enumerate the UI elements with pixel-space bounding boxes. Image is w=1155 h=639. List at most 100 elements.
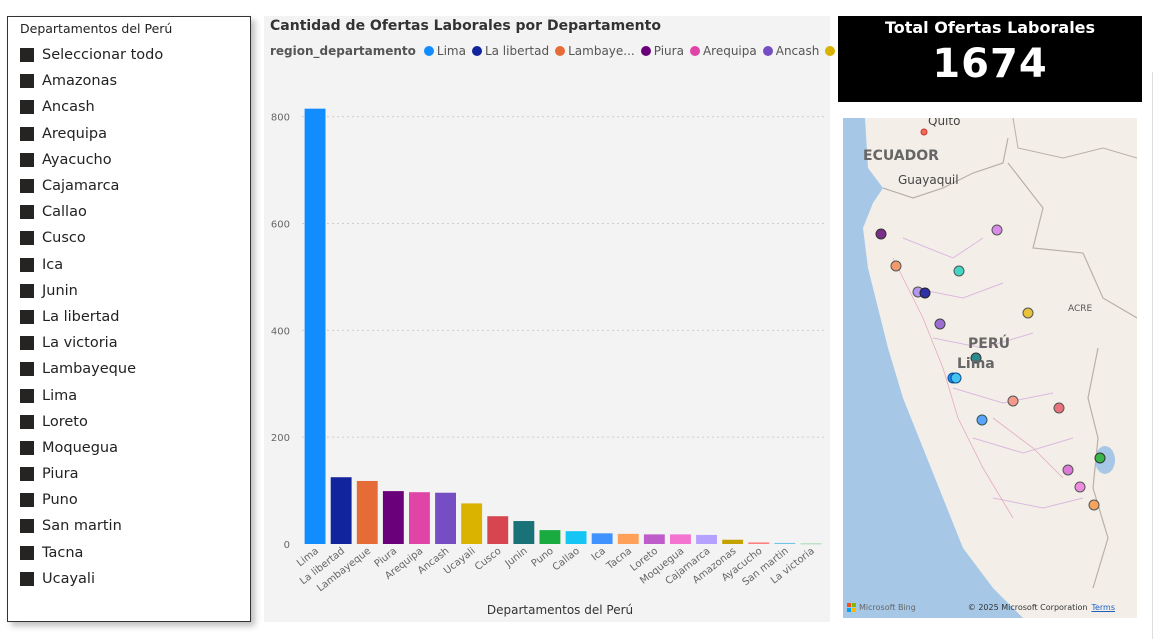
x-tick-label: Tacna — [604, 546, 634, 573]
map-bubble — [953, 265, 965, 277]
bar[interactable] — [617, 533, 639, 544]
checkbox-icon[interactable] — [20, 440, 34, 455]
slicer-item[interactable]: Lima — [20, 382, 163, 408]
checkbox-icon[interactable] — [20, 467, 34, 482]
bar[interactable] — [539, 530, 561, 544]
y-tick-label: 400 — [271, 326, 290, 337]
slicer-item[interactable]: Lambayeque — [20, 356, 163, 382]
checkbox-icon[interactable] — [20, 205, 34, 220]
checkbox-icon[interactable] — [20, 231, 34, 246]
bar[interactable] — [409, 492, 430, 544]
checkbox-icon[interactable] — [20, 545, 34, 560]
slicer-item[interactable]: La libertad — [20, 304, 163, 330]
slicer-item[interactable]: San martin — [20, 513, 163, 539]
slicer-item-label: Lambayeque — [42, 361, 136, 378]
checkbox-icon[interactable] — [20, 48, 34, 63]
roads — [892, 257, 1064, 519]
map-copyright: © 2025 Microsoft Corporation Terms — [968, 603, 1115, 612]
legend-item-label: Lima — [436, 44, 466, 58]
checkbox-icon[interactable] — [20, 179, 34, 194]
checkbox-icon[interactable] — [20, 388, 34, 403]
checkbox-icon[interactable] — [20, 362, 34, 377]
bar[interactable] — [748, 542, 770, 544]
checkbox-icon[interactable] — [20, 126, 34, 141]
bar[interactable] — [696, 534, 717, 544]
slicer-item-label: Ica — [42, 256, 64, 273]
map-bubble — [1022, 307, 1034, 319]
checkbox-icon[interactable] — [20, 493, 34, 508]
map-bubble — [1062, 464, 1074, 476]
slicer-item[interactable]: Arequipa — [20, 121, 163, 147]
map-label-guayaquil: Guayaquil — [898, 173, 959, 187]
land-area — [863, 118, 1137, 618]
slicer-item[interactable]: Callao — [20, 199, 163, 225]
slicer-item[interactable]: Ucayali — [20, 566, 163, 592]
bar[interactable] — [330, 477, 352, 544]
bar[interactable] — [487, 516, 509, 544]
slicer-item[interactable]: Moquegua — [20, 435, 163, 461]
checkbox-icon[interactable] — [20, 336, 34, 351]
slicer-item[interactable]: Loreto — [20, 409, 163, 435]
checkbox-icon[interactable] — [20, 309, 34, 324]
map-bubble — [934, 318, 946, 330]
slicer-item-label: Seleccionar todo — [42, 47, 164, 64]
slicer-item[interactable]: Piura — [20, 461, 163, 487]
bar[interactable] — [382, 491, 404, 544]
bar[interactable] — [774, 542, 796, 544]
map-terms-link[interactable]: Terms — [1091, 603, 1115, 612]
bar[interactable] — [356, 480, 378, 544]
slicer-item[interactable]: Cajamarca — [20, 173, 163, 199]
legend-dot-icon — [689, 46, 700, 56]
bar[interactable] — [565, 531, 587, 544]
checkbox-icon[interactable] — [20, 571, 34, 586]
legend-item[interactable]: Lima — [423, 44, 466, 58]
x-tick-label: Junin — [503, 546, 530, 571]
checkbox-icon[interactable] — [20, 100, 34, 115]
bar[interactable] — [643, 534, 665, 544]
bar[interactable] — [591, 533, 613, 544]
slicer-item[interactable]: La victoria — [20, 330, 163, 356]
checkbox-icon[interactable] — [20, 74, 34, 89]
map-bubble — [991, 224, 1003, 236]
bar[interactable] — [435, 492, 456, 544]
slicer-item[interactable]: Seleccionar todo — [20, 42, 163, 68]
slicer-item-label: Piura — [42, 466, 79, 483]
slicer-item[interactable]: Ancash — [20, 94, 163, 120]
slicer-item[interactable]: Tacna — [20, 540, 163, 566]
slicer-item-label: Lima — [42, 387, 78, 404]
bar[interactable] — [800, 543, 822, 545]
x-tick-label: Ica — [590, 546, 608, 564]
bar[interactable] — [722, 539, 744, 544]
slicer-item[interactable]: Ica — [20, 252, 163, 278]
map-bubbles — [875, 128, 1106, 511]
checkbox-icon[interactable] — [20, 414, 34, 429]
bar[interactable] — [513, 521, 535, 544]
checkbox-icon[interactable] — [20, 152, 34, 167]
legend-item[interactable]: Ancash — [762, 44, 819, 58]
slicer-item-label: Ancash — [42, 99, 95, 116]
map-bubble — [970, 352, 982, 364]
bar[interactable] — [461, 503, 483, 544]
bar[interactable] — [670, 534, 691, 544]
legend-dot-icon — [471, 46, 482, 56]
legend-item[interactable]: Piura — [640, 44, 684, 58]
legend-item[interactable]: Arequipa — [689, 44, 757, 58]
slicer-item[interactable]: Amazonas — [20, 68, 163, 94]
slicer-title: Departamentos del Perú — [20, 21, 173, 36]
map-label-quito: Quito — [928, 118, 961, 128]
slicer-item[interactable]: Ayacucho — [20, 147, 163, 173]
slicer-item-label: Cusco — [42, 230, 86, 247]
legend-item[interactable]: Lambaye... — [555, 44, 635, 58]
bubble-map[interactable]: Quito ECUADOR Guayaquil ACRE PERÚ Lima M… — [843, 118, 1137, 618]
checkbox-icon[interactable] — [20, 283, 34, 298]
checkbox-icon[interactable] — [20, 257, 34, 272]
legend-item[interactable]: La libertad — [471, 44, 549, 58]
slicer-item[interactable]: Puno — [20, 487, 163, 513]
y-tick-label: 600 — [271, 220, 290, 231]
slicer-item[interactable]: Junin — [20, 278, 163, 304]
slicer-item[interactable]: Cusco — [20, 225, 163, 251]
bar[interactable] — [304, 108, 326, 545]
slicer-item-label: Cajamarca — [42, 178, 120, 195]
legend-dot-icon — [555, 46, 566, 56]
checkbox-icon[interactable] — [20, 519, 34, 534]
